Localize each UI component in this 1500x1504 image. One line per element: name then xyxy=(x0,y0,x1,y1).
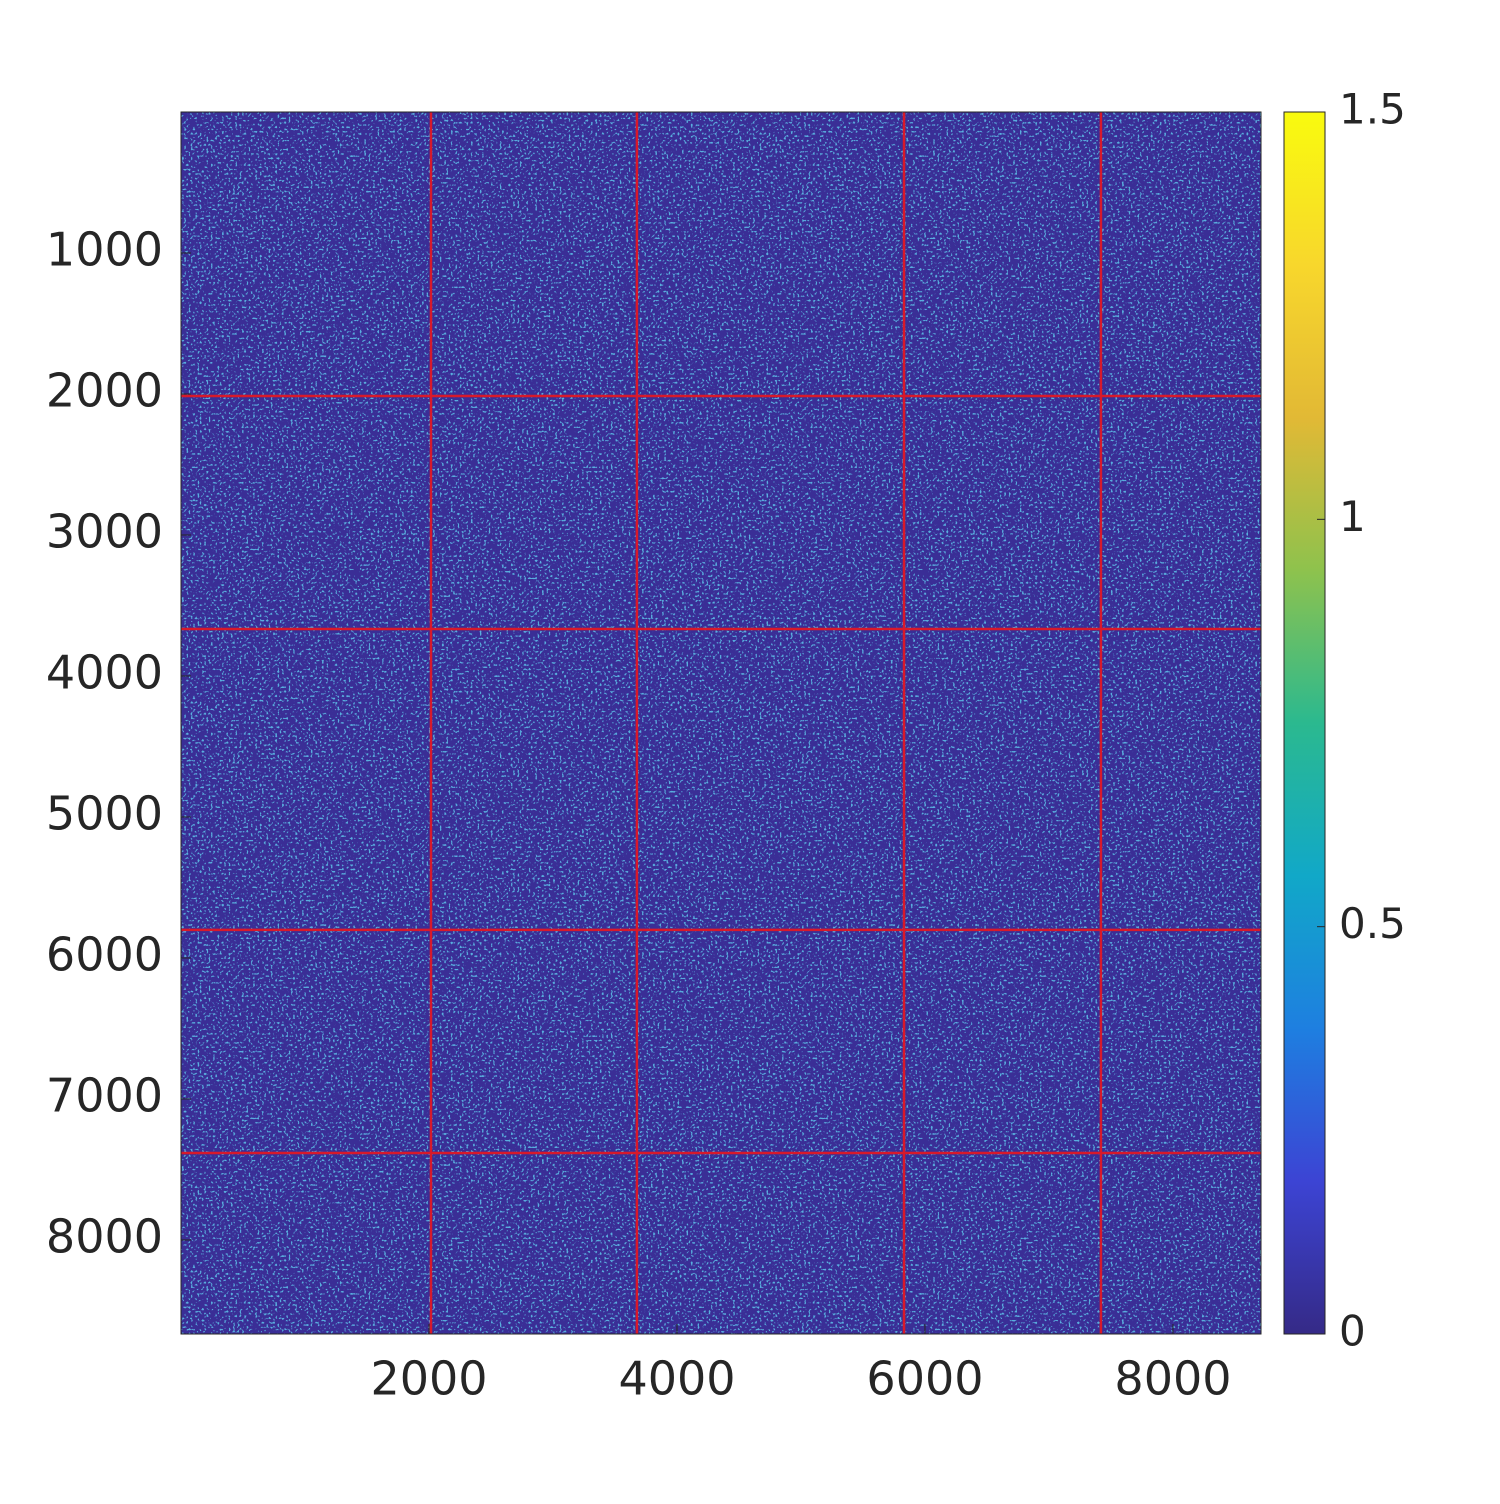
colorbar xyxy=(1283,111,1326,1335)
x-tick-label: 6000 xyxy=(866,1352,983,1406)
colorbar-tick-label: 0.5 xyxy=(1339,899,1406,948)
x-tick-label: 2000 xyxy=(370,1352,487,1406)
colorbar-tick-label: 1 xyxy=(1339,492,1366,541)
x-tick-label: 4000 xyxy=(618,1352,735,1406)
y-tick-label: 6000 xyxy=(46,927,163,981)
y-tick-label: 7000 xyxy=(46,1068,163,1122)
y-tick-label: 1000 xyxy=(46,222,163,276)
colorbar-tick-label: 0 xyxy=(1339,1307,1366,1356)
y-tick-label: 8000 xyxy=(46,1209,163,1263)
colorbar-tick-label: 1.5 xyxy=(1339,85,1406,134)
y-tick-label: 5000 xyxy=(46,786,163,840)
y-tick-label: 2000 xyxy=(46,363,163,417)
plot-frame xyxy=(180,111,1262,1335)
x-tick-label: 8000 xyxy=(1114,1352,1231,1406)
heatmap-texture xyxy=(181,112,1261,1334)
y-tick-label: 4000 xyxy=(46,645,163,699)
y-tick-label: 3000 xyxy=(46,504,163,558)
